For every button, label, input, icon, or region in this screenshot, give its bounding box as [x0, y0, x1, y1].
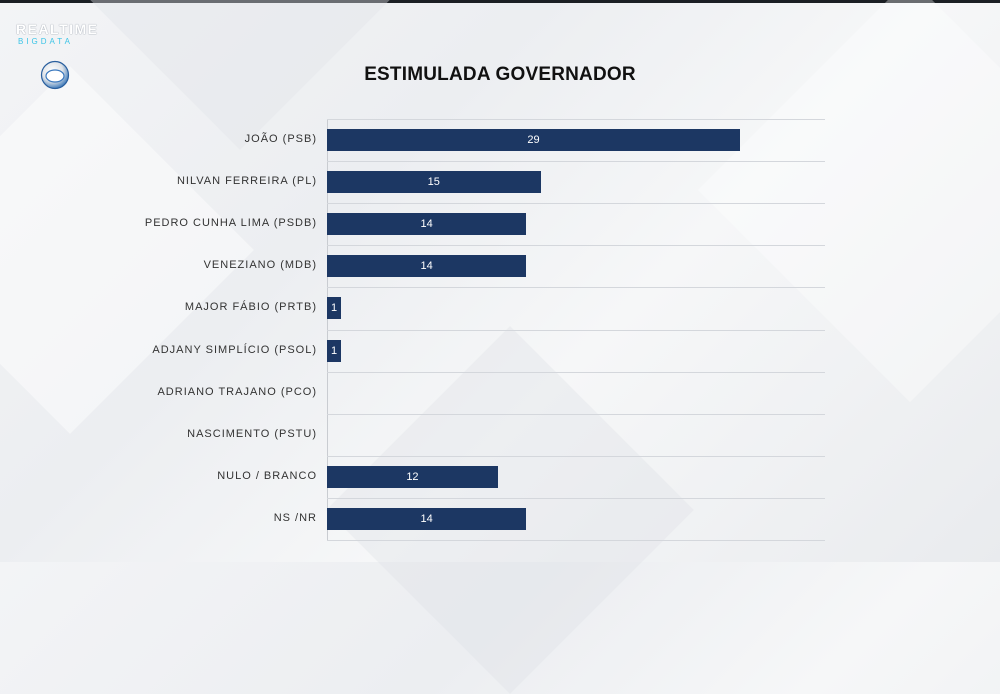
background-facet — [697, 0, 1000, 403]
gridline — [327, 287, 825, 288]
bar — [327, 213, 527, 235]
bar-value-label: 0 — [324, 424, 338, 446]
gridline — [327, 203, 825, 204]
category-label: NASCIMENTO (PSTU) — [187, 428, 317, 440]
bar — [327, 171, 541, 193]
gridline — [327, 330, 825, 331]
y-axis-line — [327, 119, 328, 540]
gridline — [327, 119, 825, 120]
gridline — [327, 372, 825, 373]
gridline — [327, 245, 825, 246]
gridline — [327, 161, 825, 162]
globe-logo-icon — [40, 60, 70, 90]
category-label: NILVAN FERREIRA (PL) — [176, 175, 317, 187]
bar-value-label: 12 — [406, 471, 419, 483]
gridline — [327, 414, 825, 415]
top-border — [0, 0, 1000, 3]
bar — [327, 129, 740, 151]
bar-value-label: 1 — [331, 302, 338, 314]
category-label: MAJOR FÁBIO (PRTB) — [184, 301, 317, 313]
gridline — [327, 540, 825, 541]
category-label: NULO / BRANCO — [217, 470, 317, 482]
gridline — [327, 498, 825, 499]
bar — [327, 255, 527, 277]
bar — [327, 508, 527, 530]
bar-value-label: 14 — [420, 513, 433, 525]
bar — [327, 466, 498, 488]
category-label: JOÃO (PSB) — [244, 133, 317, 145]
category-label: PEDRO CUNHA LIMA (PSDB) — [144, 217, 317, 229]
bar-value-label: 15 — [427, 176, 440, 188]
logo-wordmark-top: REALTIME — [16, 21, 99, 37]
bar-value-label: 14 — [420, 260, 433, 272]
bar-value-label: 14 — [420, 218, 433, 230]
chart-title: ESTIMULADA GOVERNADOR — [364, 64, 636, 85]
category-label: VENEZIANO (MDB) — [203, 259, 317, 271]
brand-logo: REALTIME BIGDATA — [16, 22, 106, 92]
gridline — [327, 456, 825, 457]
bar-value-label: 1 — [331, 345, 338, 357]
bar-value-label: 0 — [324, 382, 338, 404]
category-label: ADJANY SIMPLÍCIO (PSOL) — [152, 344, 317, 356]
bar — [327, 340, 342, 362]
bar-value-label: 29 — [527, 134, 540, 146]
logo-wordmark-bottom: BIGDATA — [18, 37, 73, 46]
category-label: ADRIANO TRAJANO (PCO) — [157, 386, 317, 398]
category-label: NS /NR — [273, 512, 317, 524]
bar — [327, 297, 342, 319]
